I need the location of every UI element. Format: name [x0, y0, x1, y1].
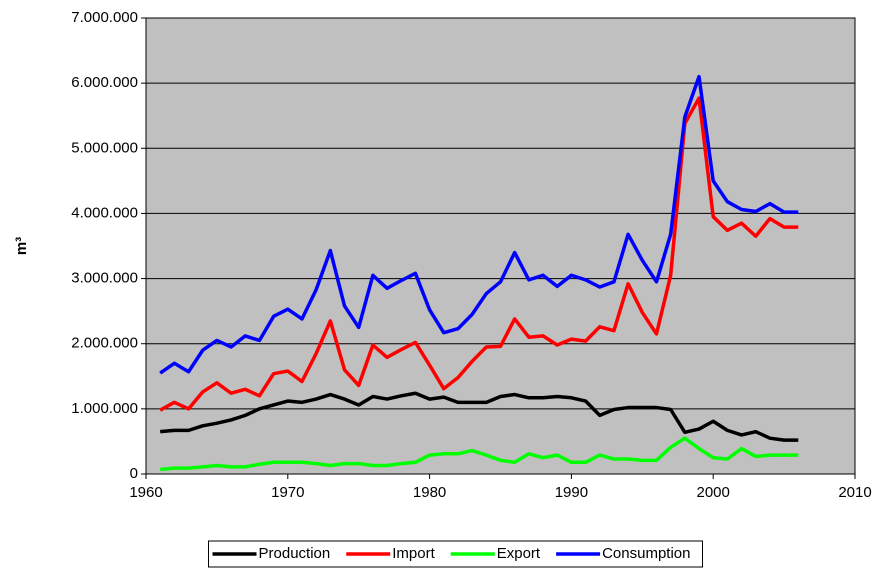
y-tick-label: 1.000.000: [71, 400, 138, 417]
x-tick-label: 2000: [697, 484, 730, 501]
legend-label: Export: [497, 545, 541, 562]
y-tick-label: 2.000.000: [71, 335, 138, 352]
series-line: [159, 74, 799, 375]
legend-label: Import: [392, 545, 435, 562]
y-tick-label: 6.000.000: [71, 74, 138, 91]
series-line: [160, 391, 799, 442]
x-tick-label: 2010: [838, 484, 871, 501]
y-tick-label: 0: [130, 465, 138, 482]
y-tick-label: 7.000.000: [71, 9, 138, 26]
legend: Production Import Export Consumption: [208, 540, 703, 568]
y-tick-label: 5.000.000: [71, 139, 138, 156]
legend-label: Production: [259, 545, 331, 562]
series-line: [160, 436, 799, 472]
y-tick-label: 3.000.000: [71, 270, 138, 287]
x-tick-label: 1960: [129, 484, 162, 501]
plot-area: [145, 17, 856, 475]
x-tick-label: 1980: [413, 484, 446, 501]
x-tick-label: 1990: [555, 484, 588, 501]
y-tick-label: 4.000.000: [71, 204, 138, 221]
series-line: [159, 96, 799, 412]
legend-label: Consumption: [602, 545, 690, 562]
y-axis-label: m³: [13, 237, 30, 255]
x-tick-label: 1970: [271, 484, 304, 501]
